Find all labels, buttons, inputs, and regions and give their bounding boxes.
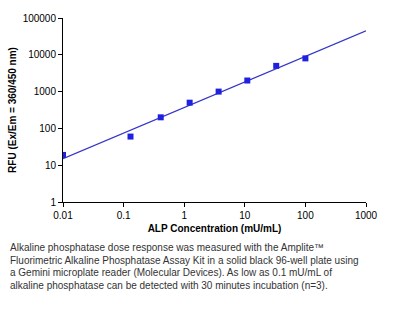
svg-text:ALP Concentration (mU/mL): ALP Concentration (mU/mL) (148, 223, 282, 234)
svg-text:0.1: 0.1 (117, 210, 131, 221)
html-text:Alkaline phosphatase dose resp: Alkaline phosphatase dose response was m… (10, 242, 325, 253)
svg-text:10000: 10000 (28, 49, 56, 60)
svg-text:1: 1 (181, 210, 187, 221)
svg-text:RFU (Ex/Em = 360/450 nm): RFU (Ex/Em = 360/450 nm) (7, 47, 18, 173)
svg-text:10: 10 (45, 160, 57, 171)
svg-text:1: 1 (50, 197, 56, 208)
html-text:Fluorimetric Alkaline Phosphat: Fluorimetric Alkaline Phosphatase Assay … (10, 254, 359, 266)
html-text:alkaline phosphatase can be de: alkaline phosphatase can be detected wit… (10, 279, 328, 291)
svg-text:1000: 1000 (355, 210, 378, 221)
svg-text:1000: 1000 (34, 86, 57, 97)
svg-text:100: 100 (39, 123, 56, 134)
svg-text:10: 10 (239, 210, 251, 221)
svg-text:100000: 100000 (23, 13, 57, 24)
html-text:a Gemini microplate reader (Mo: a Gemini microplate reader (Molecular De… (10, 267, 332, 278)
svg-text:100: 100 (297, 210, 314, 221)
svg-text:0.01: 0.01 (53, 210, 73, 221)
